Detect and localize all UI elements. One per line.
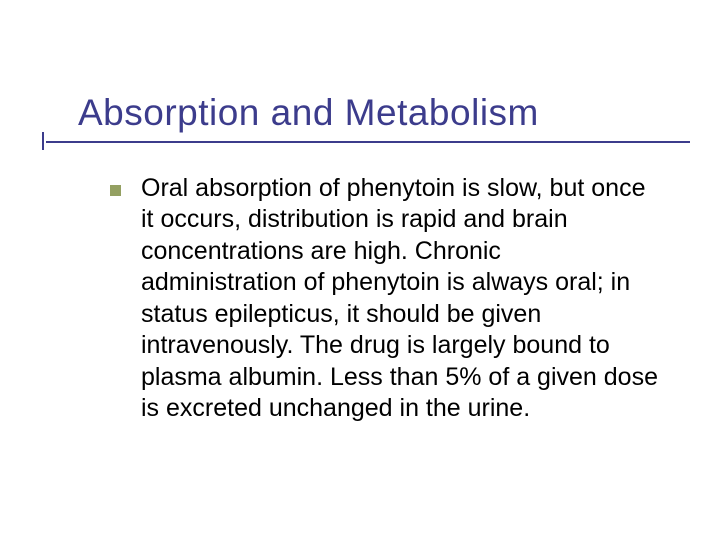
title-tick: [42, 132, 44, 150]
body-area: Oral absorption of phenytoin is slow, bu…: [110, 173, 660, 425]
slide-title: Absorption and Metabolism: [78, 92, 680, 141]
title-area: Absorption and Metabolism: [78, 92, 680, 141]
body-text: Oral absorption of phenytoin is slow, bu…: [141, 173, 660, 425]
title-underline: [46, 141, 690, 143]
bullet-square-icon: [110, 185, 121, 196]
slide: Absorption and Metabolism Oral absorptio…: [0, 0, 720, 540]
